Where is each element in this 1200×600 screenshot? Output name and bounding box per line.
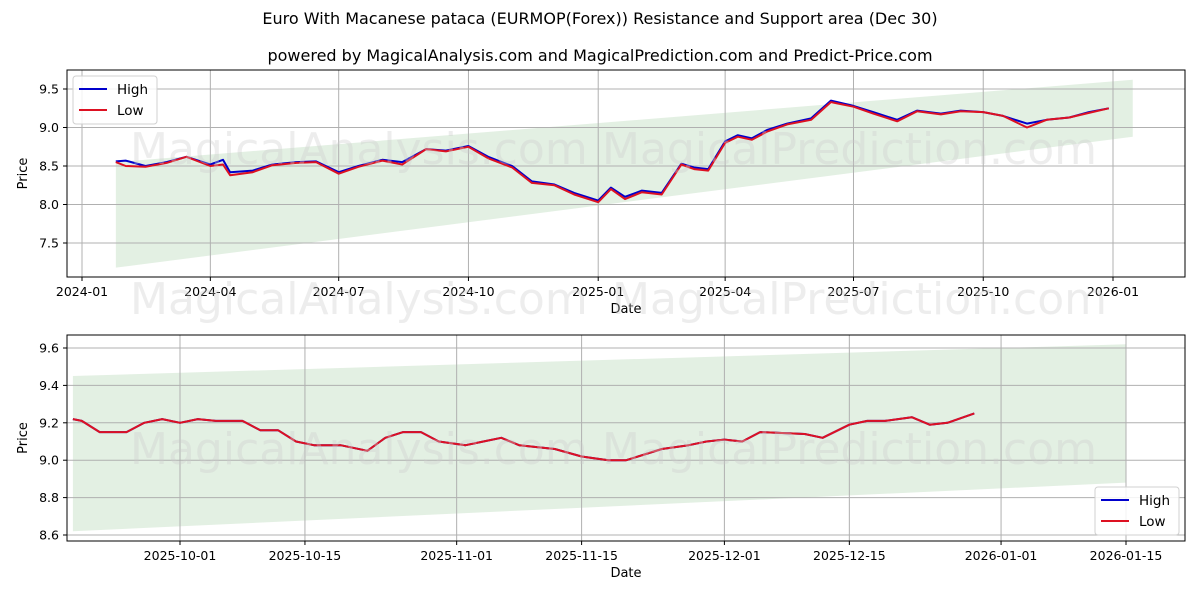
y-axis-label: Price: [16, 422, 31, 454]
y-tick-label: 7.5: [39, 236, 59, 251]
x-tick-label: 2026-01-15: [1090, 548, 1163, 563]
y-tick-label: 8.6: [39, 528, 59, 543]
y-tick-label: 9.0: [39, 453, 59, 468]
x-tick-label: 2025-11-01: [420, 548, 493, 563]
x-tick-label: 2026-01-01: [965, 548, 1038, 563]
y-tick-label: 9.4: [39, 378, 59, 393]
y-tick-label: 9.6: [39, 341, 59, 356]
watermark: MagicalPrediction.com: [602, 124, 1097, 175]
x-tick-label: 2024-10: [442, 284, 494, 299]
x-tick-label: 2025-01: [572, 284, 624, 299]
legend: High Low: [1094, 486, 1180, 536]
y-tick-label: 8.5: [39, 159, 59, 174]
x-tick-label: 2025-10-15: [269, 548, 342, 563]
x-axis-label: Date: [610, 302, 641, 317]
series-low-line: [115, 101, 1110, 204]
axes-frame: [66, 334, 1186, 542]
y-tick-label: 8.0: [39, 197, 59, 212]
watermark: MagicalPrediction.com: [602, 424, 1097, 475]
chart-panel-2: 2025-10-01 2025-10-15 2025-11-01 2025-11-15…: [16, 334, 1186, 581]
x-tick-label: 2025-10-01: [144, 548, 217, 563]
x-tick-label: 2025-12-01: [688, 548, 761, 563]
y-axis-label: Price: [16, 158, 31, 190]
watermark: MagicalPrediction.com: [612, 274, 1107, 325]
legend-label-high: High: [1139, 493, 1170, 509]
watermark: MagicalAnalysis.com: [130, 274, 588, 325]
x-tick-label: 2025-04: [699, 284, 751, 299]
y-tick-label: 9.2: [39, 415, 59, 430]
x-tick-label: 2024-07: [313, 284, 365, 299]
legend-label-low: Low: [117, 103, 144, 119]
legend-label-high: High: [117, 82, 148, 98]
y-tick-label: 9.5: [39, 82, 59, 97]
x-tick-label: 2025-10: [957, 284, 1009, 299]
chart-subtitle: powered by MagicalAnalysis.com and Magic…: [267, 46, 933, 65]
x-tick-label: 2025-11-15: [545, 548, 618, 563]
y-tick-label: 8.8: [39, 490, 59, 505]
y-tick-label: 9.0: [39, 120, 59, 135]
chart-panel-1: 2024-01 2024-04 2024-07 2024-10 2025-01 2025-…: [16, 69, 1186, 317]
legend: High Low: [72, 75, 158, 125]
x-tick-label: 2025-12-15: [813, 548, 886, 563]
x-axis-label: Date: [610, 566, 641, 581]
support-resistance-band: [72, 344, 1127, 532]
chart-title: Euro With Macanese pataca (EURMOP(Forex)…: [262, 9, 938, 28]
axes-frame: [66, 69, 1186, 278]
series-low-line: [72, 412, 975, 462]
x-tick-label: 2026-01: [1087, 284, 1139, 299]
watermark: MagicalAnalysis.com: [130, 424, 588, 475]
x-tick-label: 2025-07: [827, 284, 879, 299]
support-resistance-band: [115, 79, 1133, 268]
x-tick-label: 2024-04: [184, 284, 236, 299]
watermark: MagicalAnalysis.com: [130, 124, 588, 175]
x-tick-label: 2024-01: [56, 284, 108, 299]
legend-label-low: Low: [1139, 514, 1166, 530]
